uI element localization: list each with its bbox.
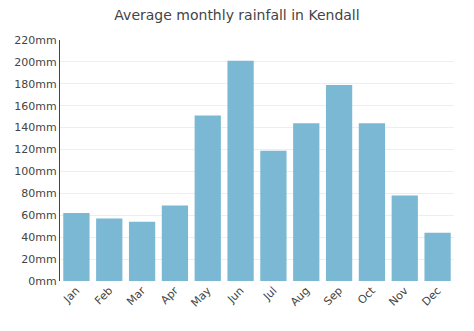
svg-text:20mm: 20mm [21, 253, 56, 266]
svg-text:Nov: Nov [386, 284, 411, 309]
svg-text:160mm: 160mm [14, 100, 56, 113]
svg-text:Feb: Feb [92, 284, 115, 307]
svg-text:Average monthly rainfall in Ke: Average monthly rainfall in Kendall [114, 7, 359, 23]
svg-text:180mm: 180mm [14, 78, 56, 91]
svg-text:80mm: 80mm [21, 187, 56, 200]
svg-text:Sep: Sep [321, 284, 345, 308]
svg-text:Jun: Jun [225, 284, 247, 306]
svg-text:May: May [188, 284, 214, 310]
svg-text:60mm: 60mm [21, 209, 56, 222]
svg-text:Jan: Jan [61, 284, 83, 306]
svg-text:100mm: 100mm [14, 165, 56, 178]
svg-text:Jul: Jul [260, 284, 279, 303]
svg-text:Apr: Apr [158, 284, 181, 307]
svg-text:Aug: Aug [288, 284, 312, 308]
svg-text:220mm: 220mm [14, 34, 56, 47]
svg-text:Dec: Dec [419, 284, 443, 308]
svg-text:120mm: 120mm [14, 143, 56, 156]
svg-text:140mm: 140mm [14, 121, 56, 134]
svg-text:0mm: 0mm [28, 275, 56, 288]
svg-text:Oct: Oct [355, 284, 378, 307]
svg-text:Mar: Mar [124, 284, 148, 308]
svg-text:40mm: 40mm [21, 231, 56, 244]
svg-text:200mm: 200mm [14, 56, 56, 69]
